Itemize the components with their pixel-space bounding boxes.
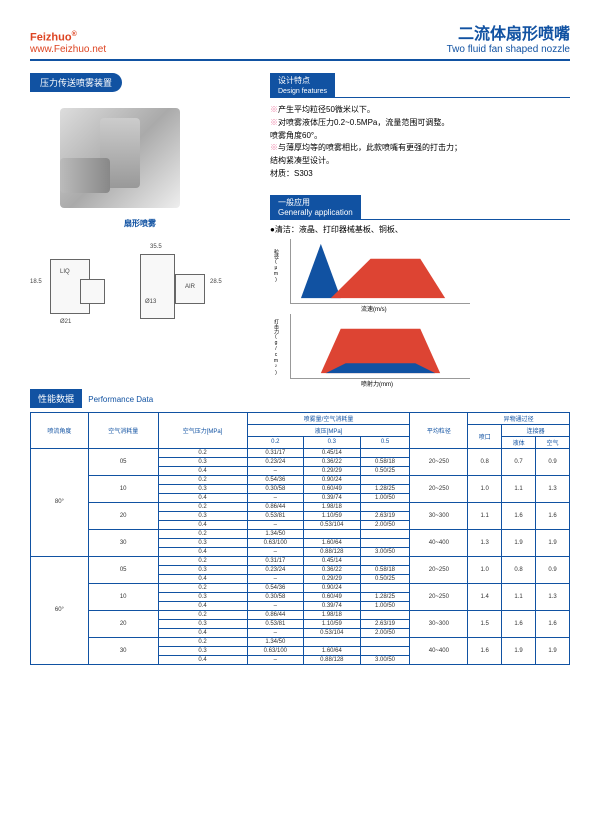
title-zh: 二流体扇形喷嘴 <box>447 20 570 44</box>
dim-d2: Ø13 <box>145 299 156 305</box>
design-header: 设计特点Design features <box>270 73 335 97</box>
dim-h: 28.5 <box>210 279 222 285</box>
chart2-ylabel: 打击力(g/cm²) <box>273 319 280 376</box>
features-list: ※产生平均粒径50微米以下。※对喷雾液体压力0.2~0.5MPa，流量范围可调整… <box>270 104 570 181</box>
dim-liq: LIQ <box>60 269 70 275</box>
dim-h2: 18.5 <box>30 279 42 285</box>
title-en: Two fluid fan shaped nozzle <box>447 44 570 55</box>
perf-header-en: Performance Data <box>88 395 153 404</box>
section-device: 压力传送喷雾装置 <box>30 73 122 92</box>
divider <box>30 59 570 61</box>
app-header: 一般应用Generally application <box>270 195 361 219</box>
chart2-xlabel: 喷射力(mm) <box>361 379 393 388</box>
product-image <box>60 108 180 208</box>
chart1-xlabel: 流速(m/s) <box>361 304 387 313</box>
technical-drawing: LIQ AIR 18.5 Ø21 35.5 28.5 Ø13 <box>30 249 230 329</box>
chart-impact: 打击力(g/cm²) 喷射力(mm) <box>290 314 470 379</box>
performance-table: 喷流角度空气消耗量空气压力[MPa]喷雾量/空气消耗量平均粒径异物通过径液压[M… <box>30 412 570 665</box>
app-text: ●清洁：液晶、打印器械基板、铜板、 <box>270 224 570 235</box>
dim-air: AIR <box>185 284 195 290</box>
product-caption: 扇形喷雾 <box>30 218 250 229</box>
charts: 粒径(μm) 流速(m/s) 打击力(g/cm²) 喷射力(mm) <box>270 239 570 379</box>
dim-d1: Ø21 <box>60 319 71 325</box>
perf-header: 性能数据 <box>30 389 82 408</box>
dim-w: 35.5 <box>150 244 162 250</box>
chart-particle: 粒径(μm) 流速(m/s) <box>290 239 470 304</box>
chart1-ylabel: 粒径(μm) <box>273 249 280 283</box>
url: www.Feizhuo.net <box>30 44 106 55</box>
brand: Feizhuo® <box>30 31 106 44</box>
header: Feizhuo® www.Feizhuo.net 二流体扇形喷嘴 Two flu… <box>30 20 570 55</box>
